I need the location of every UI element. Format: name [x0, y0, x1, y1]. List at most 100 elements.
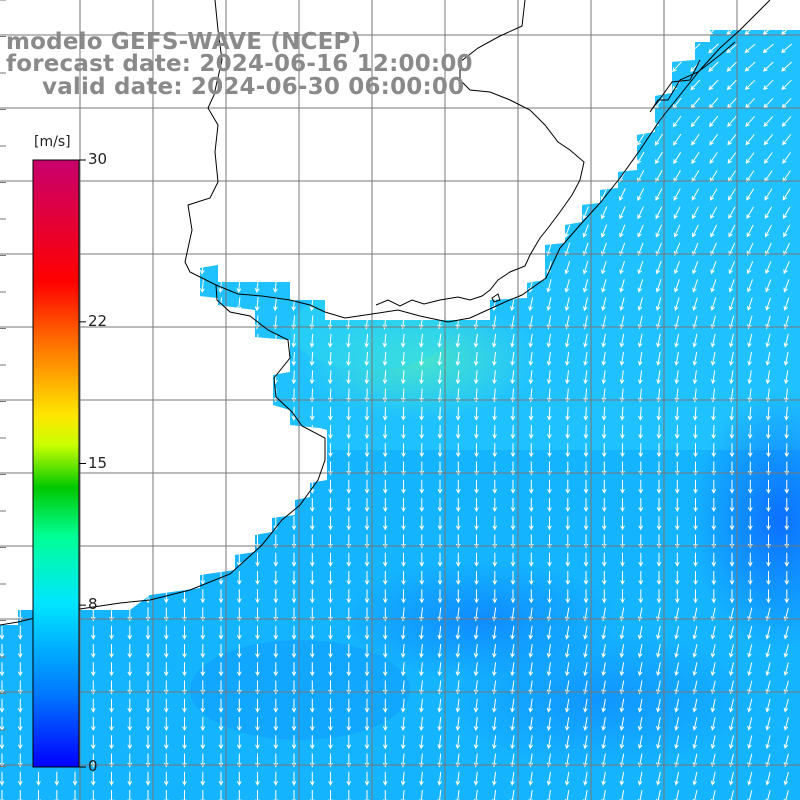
wind-arrow: [765, 625, 771, 640]
wind-arrow: [601, 644, 606, 658]
wind-arrow: [619, 753, 625, 768]
wind-arrow: [273, 571, 279, 586]
wind-arrow: [783, 717, 789, 731]
wind-arrow: [474, 479, 479, 494]
wind-arrow: [674, 643, 680, 658]
wind-arrow: [346, 534, 352, 549]
wind-arrow: [400, 789, 406, 800]
wind-arrow: [692, 388, 698, 403]
wind-arrow: [528, 406, 534, 421]
wind-arrow: [401, 534, 406, 549]
wind-arrow: [565, 443, 571, 458]
wind-arrow: [656, 388, 662, 403]
wind-arrow: [401, 571, 406, 586]
wind-arrow: [473, 406, 479, 421]
wind-arrow: [382, 534, 388, 549]
wind-arrow: [693, 589, 698, 604]
wind-arrow: [637, 170, 645, 183]
wind-arrow: [163, 625, 169, 640]
wind-arrow: [328, 424, 333, 440]
wind-arrow: [691, 206, 699, 220]
wind-arrow: [510, 552, 516, 567]
wind-arrow: [728, 315, 735, 330]
wind-arrow: [90, 790, 96, 800]
wind-arrow: [90, 662, 96, 677]
wind-arrow: [291, 753, 297, 768]
wind-arrow: [492, 534, 498, 549]
wind-arrow: [17, 753, 23, 768]
wind-arrow: [710, 224, 718, 238]
wind-arrow: [691, 152, 700, 165]
wind-arrow: [346, 443, 352, 458]
wind-arrow: [437, 680, 443, 695]
wind-arrow: [656, 333, 661, 348]
wind-arrow: [437, 643, 443, 659]
wind-arrow: [364, 571, 370, 586]
wind-arrow: [709, 188, 718, 201]
wind-arrow: [726, 79, 737, 91]
wind-arrow: [200, 625, 206, 640]
wind-arrow: [783, 771, 789, 786]
wind-arrow: [145, 680, 151, 695]
wind-arrow: [419, 716, 424, 732]
wind-arrow: [510, 406, 516, 421]
wind-arrow: [729, 498, 735, 513]
wind-arrow: [400, 607, 406, 622]
wind-arrow: [145, 644, 151, 659]
wind-arrow: [255, 698, 260, 713]
wind-arrow: [619, 333, 625, 348]
wind-arrow: [474, 424, 479, 440]
forecast-date: forecast date: 2024-06-16 12:00:00: [6, 51, 473, 77]
wind-arrow: [492, 662, 497, 677]
wind-arrow: [583, 680, 588, 695]
wind-arrow: [327, 333, 333, 348]
wind-arrow: [747, 571, 753, 586]
wind-arrow: [674, 406, 680, 421]
wind-arrow: [528, 297, 534, 312]
wind-arrow: [601, 315, 607, 330]
wind-arrow: [273, 589, 279, 604]
wind-arrow: [711, 443, 717, 458]
wind-arrow: [692, 644, 698, 658]
wind-arrow: [620, 589, 625, 604]
wind-arrow: [583, 388, 589, 403]
wind-arrow: [565, 406, 570, 421]
wind-arrow: [328, 753, 333, 768]
wind-arrow: [546, 771, 552, 786]
wind-arrow: [583, 625, 588, 640]
wind-arrow: [784, 589, 790, 604]
wind-arrow: [236, 644, 242, 659]
wind-arrow: [528, 498, 534, 513]
wind-arrow: [564, 625, 570, 640]
wind-arrow: [727, 152, 737, 164]
wind-arrow: [727, 134, 737, 146]
wind-arrow: [620, 571, 625, 586]
wind-arrow: [565, 589, 571, 604]
wind-arrow: [692, 735, 698, 750]
wind-arrow: [200, 644, 206, 659]
wind-arrow: [528, 424, 534, 440]
wind-arrow: [601, 771, 606, 786]
wind-arrow: [729, 516, 735, 531]
wind-arrow: [473, 698, 479, 713]
wind-arrow: [401, 443, 406, 458]
wind-arrow: [692, 753, 698, 768]
wind-arrow: [328, 498, 333, 513]
wind-arrow: [364, 753, 370, 768]
wind-arrow: [492, 461, 498, 476]
wind-arrow: [765, 680, 771, 695]
wind-arrow: [382, 479, 388, 494]
wind-arrow: [437, 571, 443, 586]
wind-arrow: [691, 133, 700, 146]
wind-arrow: [382, 443, 388, 458]
wind-arrow: [710, 333, 716, 348]
wind-arrow: [601, 680, 606, 695]
wind-arrow: [765, 698, 771, 713]
wind-arrow: [528, 790, 534, 800]
wind-arrow: [638, 388, 643, 403]
wind-arrow: [419, 333, 424, 348]
wind-arrow: [583, 644, 588, 658]
wind-arrow: [619, 315, 625, 330]
wind-arrow: [601, 461, 607, 476]
